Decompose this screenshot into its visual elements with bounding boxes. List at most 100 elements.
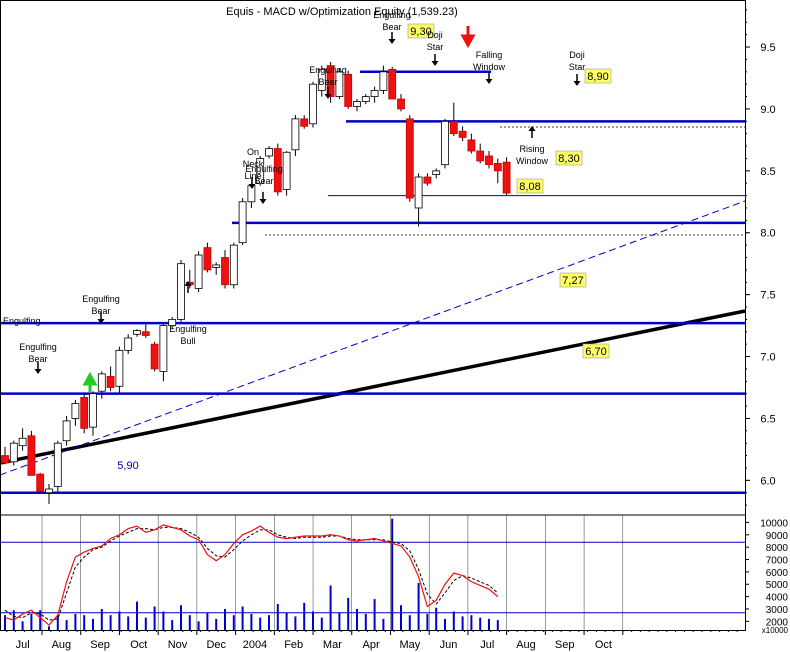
bullish-candle [71,403,80,419]
bearish-candle [221,257,229,286]
y-tick-label: 6.5 [760,413,775,425]
pattern-label: Engulfing [169,324,207,334]
bullish-candle [229,244,238,286]
arrow-head [184,281,192,286]
bullish-candle [212,264,221,268]
bearish-candle [344,73,353,107]
volume-tick-label: 4000 [766,593,789,604]
bearish-candle [485,155,493,166]
arrow-head [259,199,267,204]
long-term-trendline [0,309,746,465]
chart-title: Equis - MACD w/Optimization Equity (1,53… [226,6,458,18]
trend-lines [0,126,746,476]
level-label-box [559,272,587,288]
arrow-head [573,81,581,86]
bullish-candle [53,442,62,487]
bullish-candle [317,68,326,91]
pattern-label: Rising [519,144,544,154]
bearish-candle [458,130,467,138]
bullish-candle [282,151,291,190]
x-tick-label: Mar [323,639,342,651]
arrow-head [34,369,42,374]
bearish-candle [397,98,405,110]
bearish-candle [80,396,89,429]
pattern-label: Engulfing [19,342,57,352]
x-tick-label: Aug [52,639,72,651]
bullish-candle [18,437,27,447]
volume-tick-label: 3000 [766,605,789,616]
bearish-candle [150,343,159,370]
y-tick-label: 7.0 [760,352,775,364]
bullish-candle [168,318,177,326]
pattern-label: Engulfing [82,294,120,304]
bullish-candle [309,83,317,125]
x-tick-label: Jul [16,639,30,651]
pattern-label: On [247,147,259,157]
arrow-head [324,94,332,99]
x-tick-label: May [399,639,420,651]
volume-tick-label: 6000 [766,568,789,579]
bullish-candle [379,71,388,91]
x-tick-label: Nov [168,639,188,651]
pattern-label: Engulfing [245,164,283,174]
x-tick-label: Feb [284,639,303,651]
x-tick-label: Oct [595,639,612,651]
pattern-label: Bull [180,336,195,346]
bullish-candle [335,71,344,97]
annotations-layer: Engulfing Bear Engulfing Bear Engulfing Bull O… [3,10,585,392]
bearish-candle [467,139,476,152]
arrow-head [97,319,105,324]
bearish-candle [405,118,414,199]
pattern-label: Falling [476,50,503,60]
plot-frame [0,0,746,631]
level-label-box [555,150,583,166]
candles-layer [1,61,511,504]
bullish-candle [432,170,441,175]
x-tick-label: Sep [90,639,110,651]
x-tick-label: Oct [130,639,147,651]
pattern-label: Doji [427,30,443,40]
bullish-candle [291,118,300,151]
pattern-label: Bear [254,176,273,186]
level-label: 6,70 [585,346,606,358]
pattern-label: Engulfing [3,316,41,326]
bearish-candle [449,120,458,135]
bullish-candle [115,349,124,387]
bearish-candle [423,176,432,184]
bearish-candle [203,247,212,271]
x-tick-label: Jul [480,639,494,651]
x-tick-label: Aug [516,639,536,651]
bullish-candle [159,325,168,372]
bullish-candle [256,158,265,184]
pattern-label: Window [516,156,549,166]
bullish-candle [89,393,97,428]
bearish-candle [326,65,335,97]
bullish-candle [9,442,18,463]
level-label: 7,27 [562,275,583,287]
dashed-trendline [0,200,746,476]
bullish-candle [194,254,203,289]
sell-signal-arrow [460,26,476,49]
y-tick-label: 6.0 [760,475,775,487]
y-tick-label: 9.5 [760,42,775,54]
pattern-label: Bear [28,354,47,364]
level-label: 8,90 [587,71,608,83]
buy-signal-arrow [82,371,98,392]
x-tick-label: 2004 [243,639,267,651]
pattern-label: Bear [91,306,110,316]
volume-tick-label: 10000 [760,518,788,529]
bullish-candle [133,330,141,335]
level-label: 5,90 [117,460,138,472]
level-label: 9,30 [410,26,431,38]
pattern-label: Bear [318,77,337,87]
support-resistance-lines: 5,90 6,70 7,27 8,08 8,30 8,90 9,30 [0,23,745,494]
bearish-candle [476,150,485,162]
volume-tick-label: 2000 [766,617,789,628]
bullish-candle [353,101,361,107]
bullish-candle [265,148,273,157]
bearish-candle [27,435,36,476]
grid-layer [41,515,623,630]
bullish-candle [441,120,449,166]
volume-tick-label: 7000 [766,556,789,567]
